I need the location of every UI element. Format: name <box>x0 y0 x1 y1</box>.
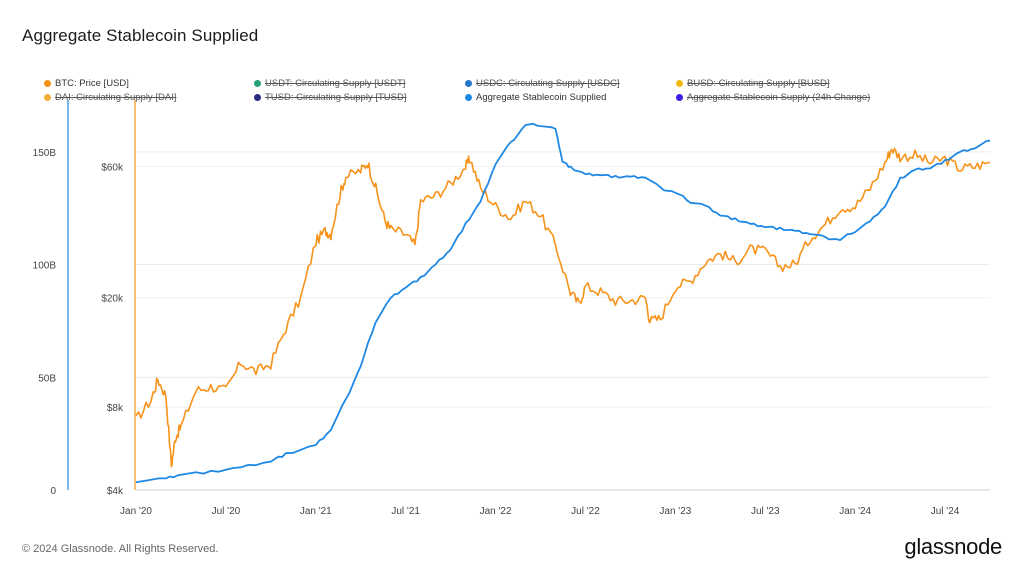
series-line-btc-price <box>135 147 991 468</box>
y-right-tick-label: $60k <box>101 162 124 173</box>
y-right-tick-label: $20k <box>101 294 124 305</box>
legend-dot <box>254 94 261 101</box>
x-tick-label: Jul '20 <box>212 506 241 517</box>
y-right-tick-label: $4k <box>107 486 124 497</box>
legend-item-btc-price[interactable]: BTC: Price [USD] <box>44 78 129 89</box>
legend-dot <box>465 94 472 101</box>
y-right-tick-label: $8k <box>107 403 124 414</box>
x-tick-label: Jul '21 <box>391 506 420 517</box>
x-tick-label: Jan '24 <box>839 506 871 517</box>
legend-dot <box>676 94 683 101</box>
x-tick-label: Jan '21 <box>300 506 332 517</box>
x-tick-label: Jan '20 <box>120 506 152 517</box>
y-left-tick-label: 50B <box>38 373 56 384</box>
legend-item-aggregate-supply[interactable]: Aggregate Stablecoin Supplied <box>465 92 606 103</box>
legend-dot <box>44 94 51 101</box>
x-tick-label: Jul '24 <box>931 506 960 517</box>
page-title: Aggregate Stablecoin Supplied <box>22 26 259 45</box>
y-left-tick-label: 0 <box>50 486 56 497</box>
legend-dot <box>254 80 261 87</box>
legend-item-usdc[interactable]: USDC: Circulating Supply [USDC] <box>465 78 620 89</box>
legend-item-tusd[interactable]: TUSD: Circulating Supply [TUSD] <box>254 92 406 103</box>
copyright-text: © 2024 Glassnode. All Rights Reserved. <box>22 543 219 555</box>
legend-dot <box>44 80 51 87</box>
brand-logo: glassnode <box>904 534 1002 559</box>
y-left-tick-label: 150B <box>33 148 57 159</box>
x-tick-label: Jan '22 <box>480 506 512 517</box>
series-line-aggregate-stablecoin <box>135 122 991 484</box>
y-left-tick-label: 100B <box>33 261 57 272</box>
legend-item-dai[interactable]: DAI: Circulating Supply [DAI] <box>44 92 176 103</box>
legend-item-usdt[interactable]: USDT: Circulating Supply [USDT] <box>254 78 405 89</box>
x-tick-label: Jul '22 <box>571 506 600 517</box>
x-tick-label: Jan '23 <box>659 506 691 517</box>
legend-item-aggregate-24h-change[interactable]: Aggregate Stablecoin Supply (24h Change) <box>676 92 870 103</box>
legend-item-busd[interactable]: BUSD: Circulating Supply [BUSD] <box>676 78 830 89</box>
legend-dot <box>465 80 472 87</box>
x-tick-label: Jul '23 <box>751 506 780 517</box>
legend-dot <box>676 80 683 87</box>
